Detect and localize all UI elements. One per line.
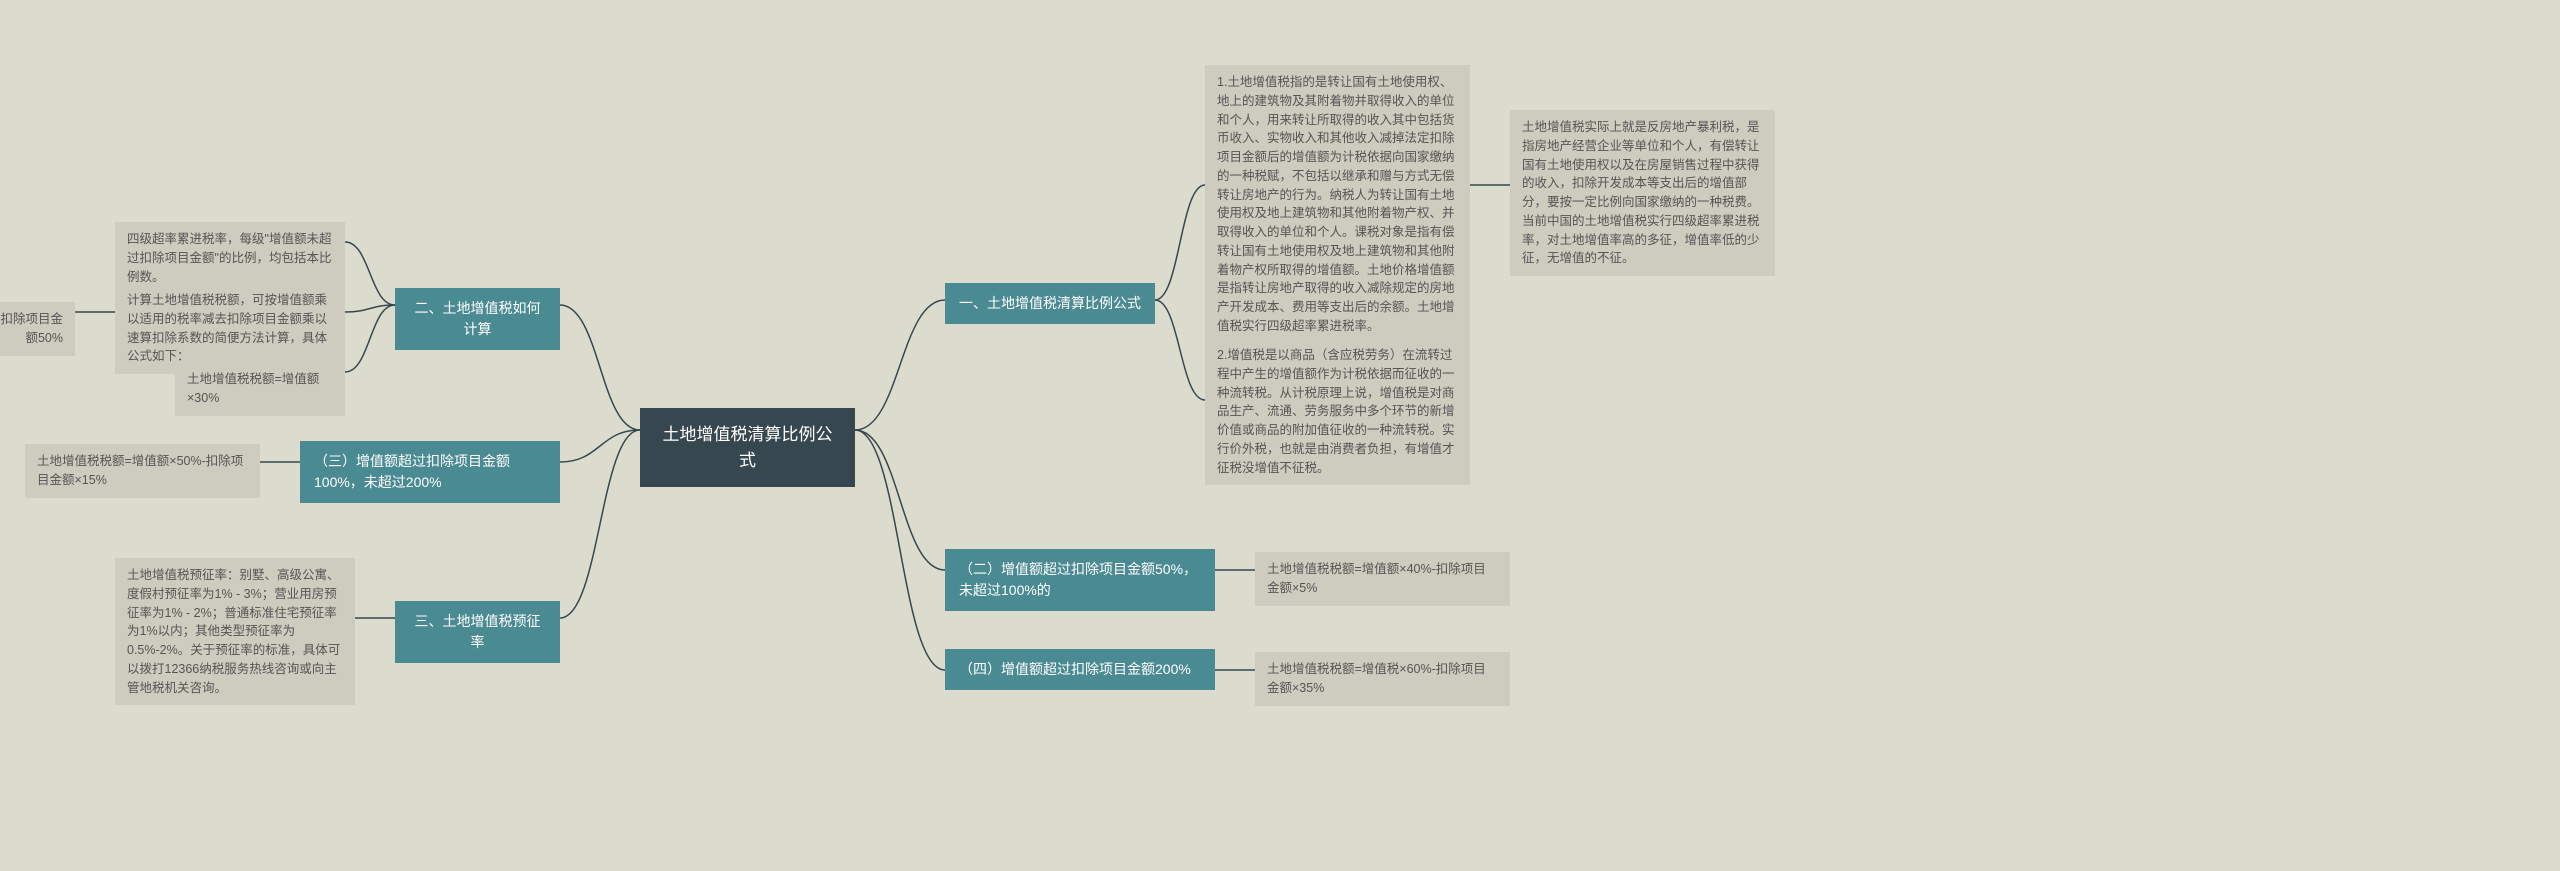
node-sec1-c1: 1.土地增值税指的是转让国有土地使用权、地上的建筑物及其附着物并取得收入的单位和… [1205, 65, 1470, 344]
node-sec3b-c1: 土地增值税税额=增值额×50%-扣除项目金额×15% [25, 444, 260, 498]
node-sec3b[interactable]: （三）增值额超过扣除项目金额100%，未超过200% [300, 441, 560, 503]
node-sec1-c1-sub: 土地增值税实际上就是反房地产暴利税，是指房地产经营企业等单位和个人，有偿转让国有… [1510, 110, 1775, 276]
node-sec2-c2-sub: （一）增值额未超过扣除项目金额50% [0, 302, 75, 356]
node-sec4b-c1: 土地增值税税额=增值税×60%-扣除项目金额×35% [1255, 652, 1510, 706]
node-sec2[interactable]: 二、土地增值税如何计算 [395, 288, 560, 350]
node-sec1-c2: 2.增值税是以商品（含应税劳务）在流转过程中产生的增值额作为计税依据而征收的一种… [1205, 338, 1470, 485]
node-sec3[interactable]: 三、土地增值税预征率 [395, 601, 560, 663]
node-sec4b[interactable]: （四）增值额超过扣除项目金额200% [945, 649, 1215, 690]
node-sec2-c3: 土地增值税税额=增值额×30% [175, 362, 345, 416]
node-sec3-c1: 土地增值税预征率：别墅、高级公寓、度假村预征率为1% - 3%；营业用房预征率为… [115, 558, 355, 705]
root-node[interactable]: 土地增值税清算比例公式 [640, 408, 855, 487]
node-sec2b-c1: 土地增值税税额=增值额×40%-扣除项目金额×5% [1255, 552, 1510, 606]
node-sec2b[interactable]: （二）增值额超过扣除项目金额50%，未超过100%的 [945, 549, 1215, 611]
node-sec2-c2: 计算土地增值税税额，可按增值额乘以适用的税率减去扣除项目金额乘以速算扣除系数的简… [115, 283, 345, 374]
node-sec1[interactable]: 一、土地增值税清算比例公式 [945, 283, 1155, 324]
